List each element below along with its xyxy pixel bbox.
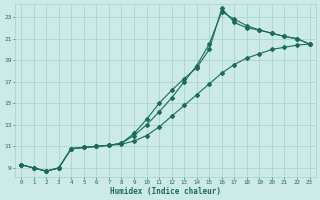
X-axis label: Humidex (Indice chaleur): Humidex (Indice chaleur): [110, 187, 221, 196]
